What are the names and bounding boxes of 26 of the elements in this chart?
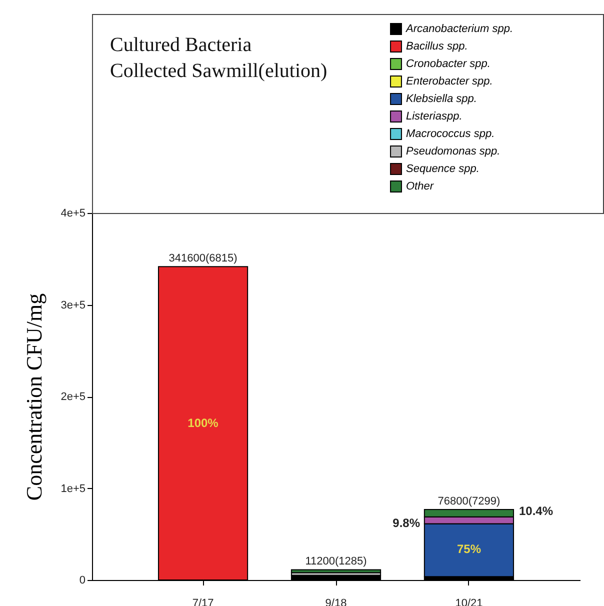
annotation: 100% bbox=[188, 416, 219, 430]
y-tick-label: 4e+5 bbox=[60, 208, 86, 220]
legend-label: Other bbox=[406, 180, 435, 192]
legend-label: Cronobacter spp. bbox=[406, 58, 490, 70]
total-label: 341600(6815) bbox=[168, 252, 238, 265]
annotation: 10.4% bbox=[519, 504, 554, 518]
y-tick-label: 0 bbox=[79, 574, 86, 586]
total-label: 11200(1285) bbox=[305, 556, 367, 568]
legend-label: Listeriaspp. bbox=[406, 110, 462, 122]
legend-label: Pseudomonas spp. bbox=[406, 146, 500, 158]
y-tick-label: 3e+5 bbox=[60, 299, 86, 312]
legend-label: Sequence spp. bbox=[406, 163, 480, 175]
bar bbox=[290, 569, 382, 574]
annotation: 75% bbox=[456, 542, 482, 556]
legend-label: Enterobacter spp. bbox=[406, 76, 493, 88]
y-tick-label: 1e+5 bbox=[60, 482, 86, 495]
y-tick-label: 2e+5 bbox=[60, 391, 86, 403]
text: Collected Sawmill(elution) bbox=[110, 60, 328, 82]
legend-label: Bacillus spp. bbox=[406, 40, 468, 52]
text: Cultured Bacteria bbox=[110, 34, 252, 56]
legend-label: Arcanobacterium spp. bbox=[405, 23, 513, 35]
y-axis-title: Concentration CFU/mg bbox=[22, 293, 47, 501]
annotation: 9.8% bbox=[392, 516, 420, 530]
legend-label: Klebsiella spp. bbox=[406, 93, 477, 105]
legend-label: Macrococcus spp. bbox=[406, 128, 495, 140]
total-label: 76800(7299) bbox=[438, 496, 500, 508]
